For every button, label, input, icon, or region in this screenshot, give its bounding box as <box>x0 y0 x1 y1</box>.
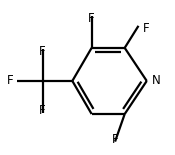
Text: F: F <box>112 133 118 146</box>
Text: F: F <box>6 74 13 87</box>
Text: F: F <box>39 45 45 58</box>
Text: F: F <box>39 104 45 117</box>
Text: F: F <box>143 22 149 35</box>
Text: N: N <box>152 74 161 87</box>
Text: F: F <box>88 12 95 25</box>
